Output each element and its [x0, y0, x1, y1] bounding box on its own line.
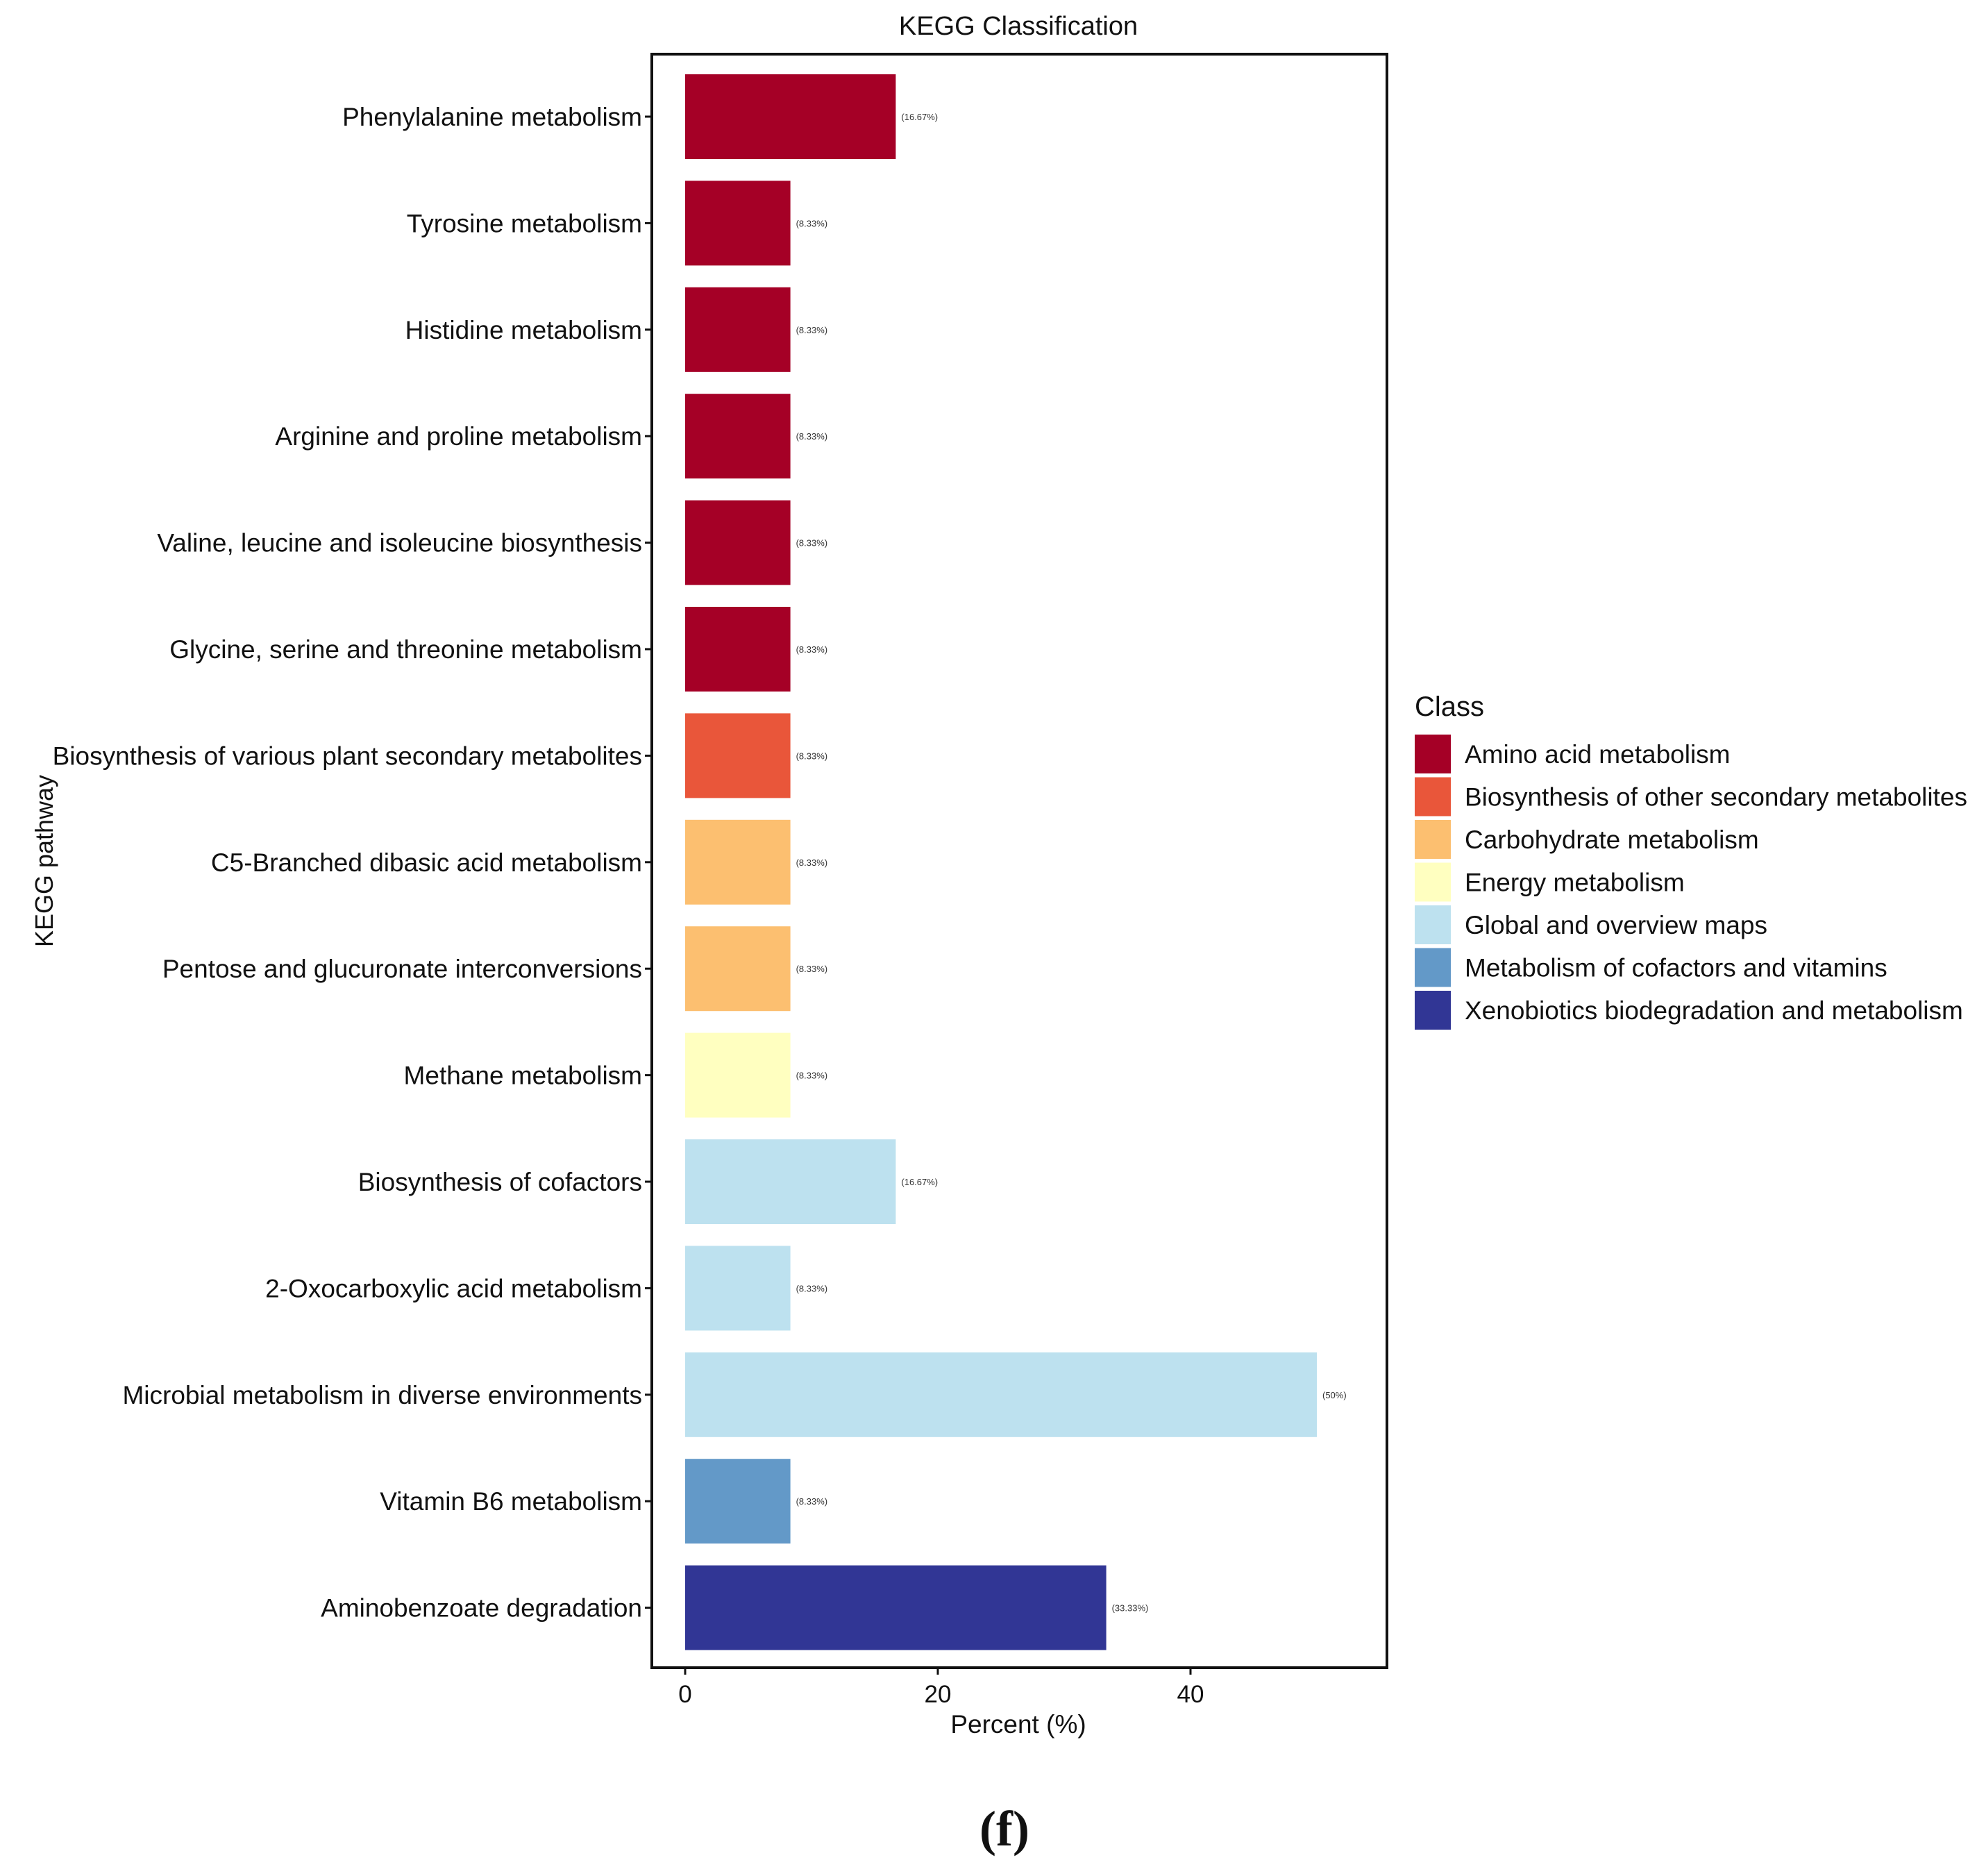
panel-label: (f)	[979, 1801, 1029, 1857]
x-axis-title: Percent (%)	[950, 1710, 1086, 1739]
bar-value-label: (8.33%)	[796, 325, 828, 335]
y-tick-label: Vitamin B6 metabolism	[380, 1487, 642, 1516]
bar-value-label: (50%)	[1322, 1390, 1347, 1400]
y-tick-label: Phenylalanine metabolism	[342, 103, 642, 131]
legend-item-label: Metabolism of cofactors and vitamins	[1465, 954, 1887, 982]
y-tick-label: Arginine and proline metabolism	[275, 422, 642, 451]
bar-value-label: (8.33%)	[796, 538, 828, 548]
chart-title: KEGG Classification	[899, 12, 1138, 41]
legend-swatch	[1415, 862, 1451, 902]
y-tick-label: Methane metabolism	[404, 1062, 642, 1090]
bar-value-label: (16.67%)	[901, 112, 938, 122]
bar	[685, 287, 791, 372]
y-tick-label: Pentose and glucuronate interconversions	[162, 955, 642, 983]
legend-swatch	[1415, 735, 1451, 773]
bar	[685, 713, 791, 798]
bar-value-label: (8.33%)	[796, 1283, 828, 1293]
x-axis: 0 20 40	[678, 1668, 1204, 1708]
y-tick-label: C5-Branched dibasic acid metabolism	[211, 848, 642, 877]
y-tick-label: Valine, leucine and isoleucine biosynthe…	[157, 529, 642, 558]
bar-value-label: (8.33%)	[796, 964, 828, 974]
y-tick-label: Microbial metabolism in diverse environm…	[122, 1381, 642, 1409]
y-tick-label: Biosynthesis of cofactors	[358, 1168, 642, 1196]
legend-swatch	[1415, 991, 1451, 1030]
legend-item-label: Xenobiotics biodegradation and metabolis…	[1465, 996, 1963, 1025]
legend-item-label: Biosynthesis of other secondary metaboli…	[1465, 783, 1967, 812]
legend-item-label: Carbohydrate metabolism	[1465, 826, 1759, 854]
bar-value-label: (33.33%)	[1112, 1603, 1149, 1614]
y-tick-label: 2-Oxocarboxylic acid metabolism	[265, 1274, 642, 1303]
bar	[685, 607, 791, 692]
bar-value-label: (8.33%)	[796, 1071, 828, 1081]
y-tick-label: Tyrosine metabolism	[407, 209, 642, 237]
y-tick-label: Histidine metabolism	[405, 316, 642, 344]
bar	[685, 394, 791, 479]
bar-value-label: (8.33%)	[796, 857, 828, 868]
y-tick-label: Biosynthesis of various plant secondary …	[53, 742, 642, 770]
x-tick-label: 0	[678, 1681, 691, 1708]
x-tick-label: 20	[925, 1681, 952, 1708]
bar-value-label: (8.33%)	[796, 218, 828, 228]
legend-item-label: Amino acid metabolism	[1465, 740, 1730, 769]
bar	[685, 1246, 791, 1331]
legend: Class Amino acid metabolism Biosynthesis …	[1415, 692, 1967, 1030]
bar	[685, 926, 791, 1012]
legend-item-label: Energy metabolism	[1465, 869, 1685, 897]
bar	[685, 181, 791, 266]
bar	[685, 500, 791, 585]
bar-value-label: (16.67%)	[901, 1177, 938, 1187]
bar	[685, 74, 896, 159]
bar	[685, 1139, 896, 1224]
bar-value-label: (8.33%)	[796, 1496, 828, 1507]
bar	[685, 1565, 1107, 1650]
y-axis-title: KEGG pathway	[30, 775, 58, 947]
bar	[685, 819, 791, 905]
bar-value-label: (8.33%)	[796, 751, 828, 761]
plot-panel-border	[650, 53, 1388, 1669]
pathway-labels: Phenylalanine metabolism Tyrosine metabol…	[53, 103, 652, 1623]
bar	[685, 1459, 791, 1544]
bars-layer: (16.67%) (8.33%) (8.33%) (8.33%) (8.33%) (8.3…	[685, 74, 1347, 1650]
legend-title: Class	[1415, 692, 1484, 722]
bar	[685, 1352, 1317, 1437]
legend-item-label: Global and overview maps	[1465, 911, 1767, 939]
bar	[685, 1032, 791, 1118]
bar-value-label: (8.33%)	[796, 431, 828, 442]
y-tick-label: Glycine, serine and threonine metabolism	[169, 635, 642, 664]
x-tick-label: 40	[1177, 1681, 1204, 1708]
legend-swatch	[1415, 948, 1451, 987]
y-tick-label: Aminobenzoate degradation	[321, 1594, 642, 1623]
legend-swatch	[1415, 820, 1451, 859]
legend-swatch	[1415, 905, 1451, 944]
legend-swatch	[1415, 777, 1451, 816]
bar-value-label: (8.33%)	[796, 644, 828, 655]
